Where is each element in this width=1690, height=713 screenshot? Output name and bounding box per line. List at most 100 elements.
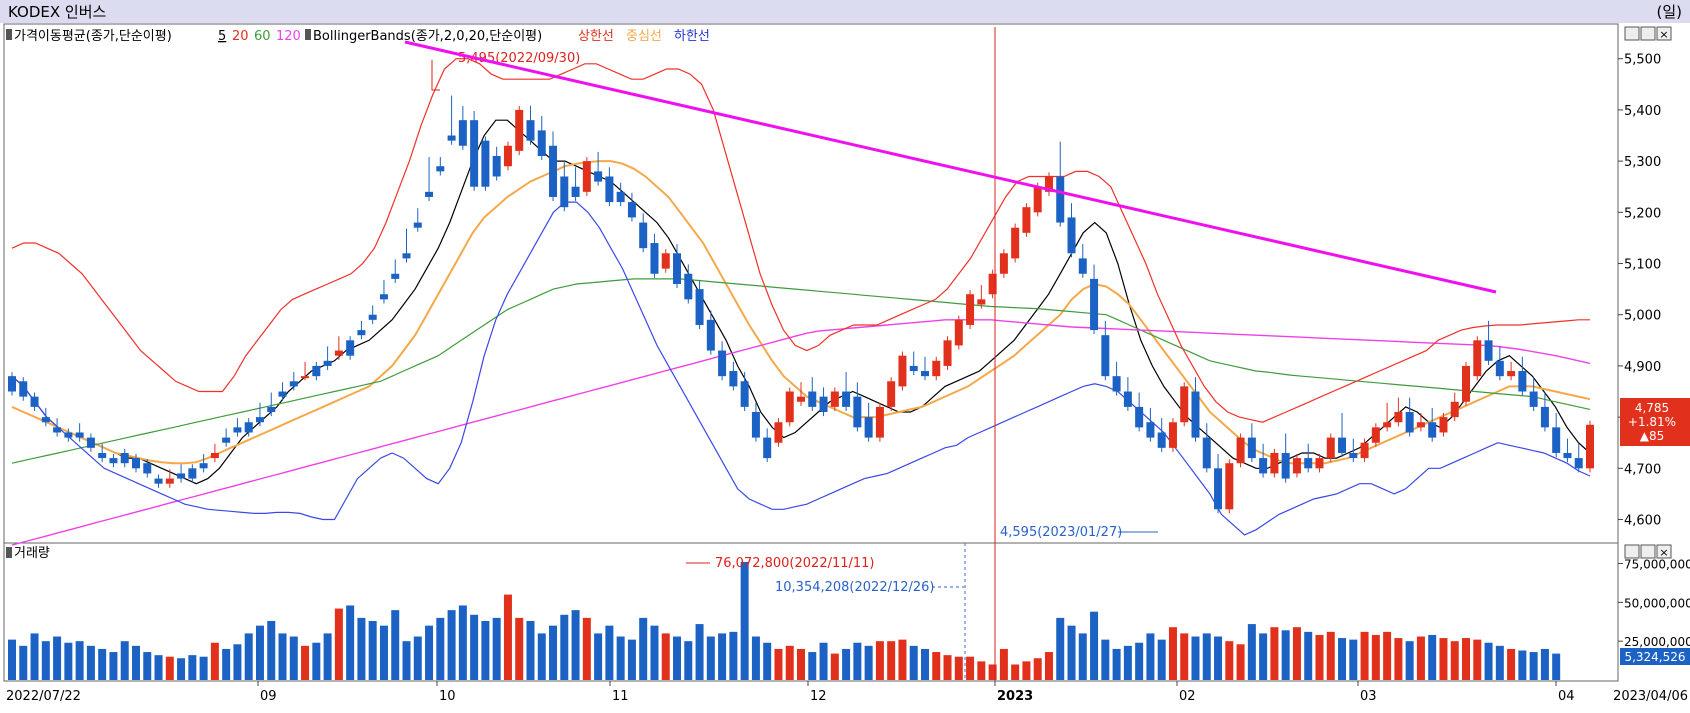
restore-button[interactable] (1640, 544, 1656, 559)
price-tick-label: 5,500 (1624, 53, 1661, 68)
high-arrow (431, 60, 440, 91)
candle-body (999, 253, 1008, 274)
candle-body (1394, 412, 1403, 423)
maximize-button[interactable] (1624, 544, 1640, 559)
bb-lower-label: 하한선 (674, 29, 710, 44)
candle-body (1540, 406, 1549, 428)
candle-body (210, 452, 219, 459)
candle-body (729, 371, 738, 387)
candle-body (932, 360, 941, 377)
volume-bar (1349, 639, 1358, 680)
candle-body (98, 452, 107, 459)
price-pane (3, 23, 1619, 544)
ma-legend[interactable]: 가격이동평균(종가,단순이평) 5 20 60 120 (6, 29, 301, 44)
volume-bar (1540, 648, 1549, 680)
volume-bar (1123, 645, 1132, 680)
volume-bar (379, 625, 388, 680)
restore-button[interactable] (1640, 26, 1656, 41)
volume-bar (1439, 638, 1448, 680)
maximize-button[interactable] (1624, 26, 1640, 41)
date-tick-label: 11 (612, 689, 629, 704)
close-button[interactable] (1656, 26, 1672, 41)
candle-body (1383, 422, 1392, 428)
volume-bar (549, 625, 558, 680)
volume-pane-controls[interactable]: × (1624, 544, 1672, 559)
change-value: ▲85 (1640, 429, 1665, 443)
volume-bar (481, 620, 490, 680)
candle-body (357, 330, 366, 336)
candle-body (1033, 186, 1042, 213)
close-button[interactable] (1656, 544, 1672, 559)
volume-label: 거래량 (14, 546, 50, 561)
ma-period-60: 60 (254, 29, 271, 44)
candle-body (368, 314, 377, 320)
date-tick-label: 03 (1360, 689, 1377, 704)
volume-bar (413, 636, 422, 680)
candle-body (120, 452, 129, 464)
volume-axis: 75,000,000 50,000,000 25,000,000 (1618, 558, 1690, 649)
candle-body (278, 391, 287, 397)
candle-body (323, 360, 332, 366)
trend-line[interactable] (404, 40, 1497, 294)
volume-bar (222, 648, 231, 680)
candle-body (1112, 376, 1121, 392)
candle-body (695, 289, 704, 325)
candle-body (1056, 176, 1065, 223)
price-tick-label: 5,000 (1624, 309, 1661, 324)
date-tick-label: 04 (1558, 689, 1575, 704)
volume-bar (1484, 642, 1493, 680)
candle-body (470, 120, 479, 187)
candle-body (346, 340, 355, 356)
volume-bar (470, 614, 479, 680)
legend-toggle-icon[interactable] (305, 29, 311, 40)
price-tick-label: 5,400 (1624, 104, 1661, 119)
candle-body (740, 381, 749, 407)
volume-bar (605, 625, 614, 680)
volume-bar (673, 636, 682, 680)
price-tick-label: 5,300 (1624, 155, 1661, 170)
ma-period-120: 120 (276, 29, 301, 44)
volume-bar (1259, 633, 1268, 680)
candle-body (842, 391, 851, 407)
indicator-lines (11, 58, 1591, 546)
candle-body (797, 396, 805, 402)
volume-bar (808, 652, 817, 680)
price-tick-label: 4,600 (1624, 514, 1661, 529)
volume-bar (289, 636, 298, 680)
volume-bar (1247, 624, 1256, 680)
candle-body (650, 243, 659, 274)
volume-bar (1225, 641, 1234, 680)
bb-legend[interactable]: BollingerBands(종가,2,0,20,단순이평) 상한선 중심선 하… (305, 29, 710, 44)
candle-body (673, 253, 682, 284)
candle-body (402, 253, 411, 259)
volume-bar (887, 641, 896, 680)
volume-bar (312, 642, 321, 680)
candle-body (1450, 401, 1459, 418)
volume-bar (729, 631, 738, 680)
volume-bar (1552, 653, 1561, 680)
price-pane-controls[interactable]: × (1624, 26, 1672, 41)
legend-toggle-icon[interactable] (6, 547, 12, 558)
candle-body (898, 355, 907, 387)
volume-bar (41, 641, 50, 680)
candle-body (1281, 452, 1290, 479)
candle-body (1462, 365, 1471, 402)
candle-body (1044, 176, 1053, 192)
date-tick-label: 09 (260, 689, 277, 704)
candle-body (684, 273, 693, 300)
candle-body (1180, 386, 1189, 423)
volume-bar (1191, 636, 1200, 680)
volume-bar (188, 655, 197, 680)
candle-body (165, 478, 174, 484)
candle-body (571, 186, 580, 197)
candle-body (1507, 371, 1516, 377)
volume-bar (1315, 634, 1324, 680)
date-tick-label: 12 (810, 689, 827, 704)
series-line-하한선 (11, 201, 1591, 536)
volume-bar (402, 641, 411, 680)
volume-bar (526, 620, 535, 680)
volume-bar (210, 642, 219, 680)
legend-toggle-icon[interactable] (6, 29, 12, 40)
volume-bar (639, 617, 648, 680)
candle-body (605, 176, 614, 203)
